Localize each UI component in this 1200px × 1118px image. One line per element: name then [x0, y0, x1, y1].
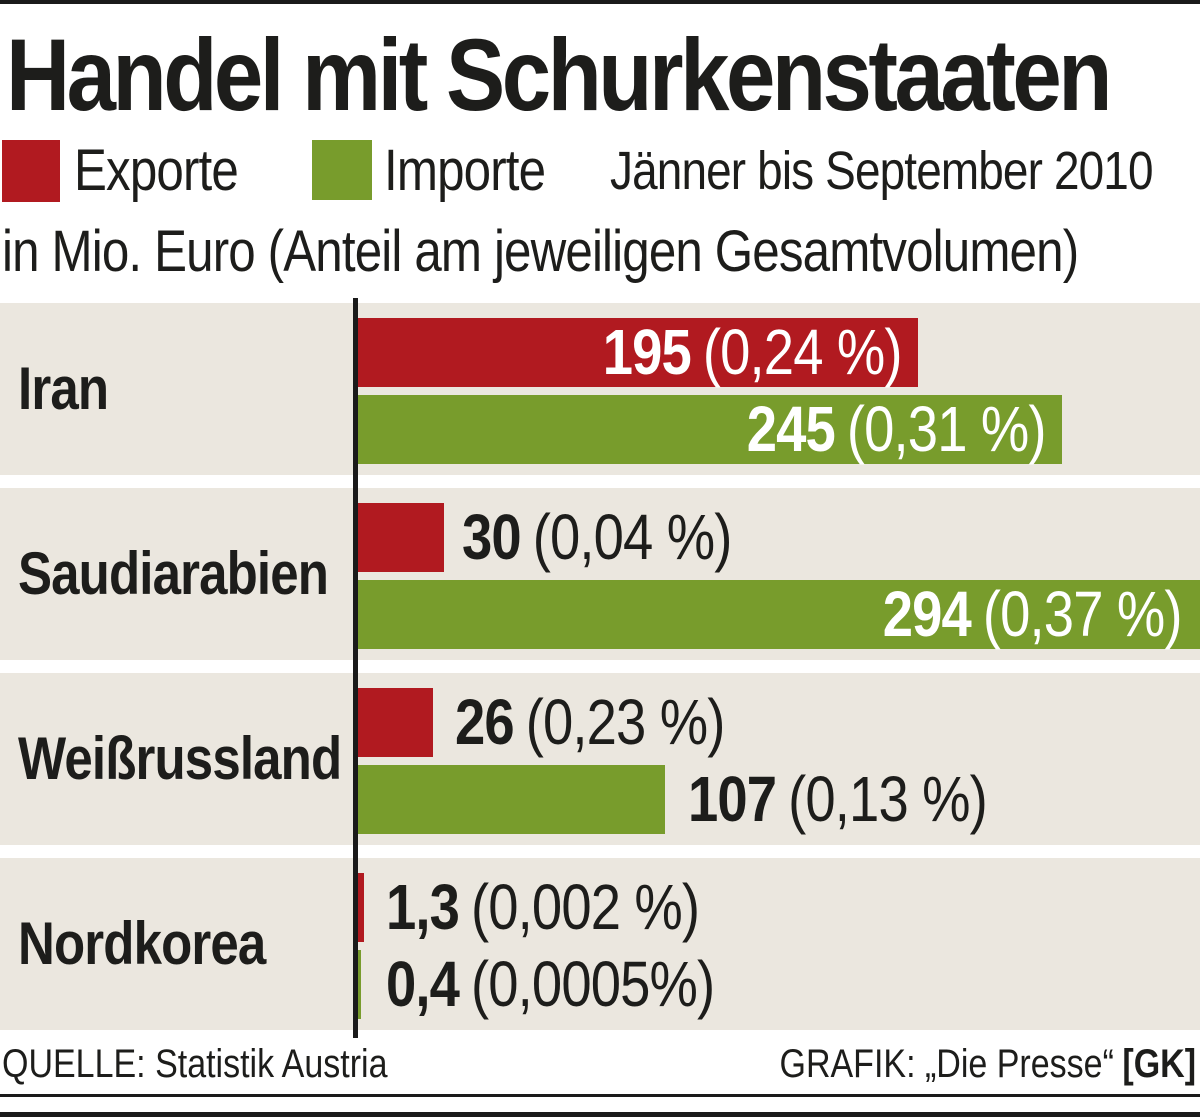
export-bar-saudiarabien: [358, 503, 444, 572]
export-bar-nordkorea: [358, 873, 364, 942]
import-bar-iran: [358, 395, 1062, 464]
import-value-nordkorea: 0,4 (0,0005%): [386, 948, 715, 1020]
export-value-number: 30: [462, 501, 522, 573]
import-bar-nordkorea: [358, 950, 361, 1019]
import-value-saudiarabien: 294 (0,37 %): [883, 578, 1183, 650]
export-value-share: (0,002 %): [470, 871, 700, 943]
category-label-weissrussland: Weißrussland: [18, 725, 342, 792]
category-label-iran: Iran: [18, 355, 109, 422]
chart-title: Handel mit Schurkenstaaten: [6, 18, 1112, 132]
legend-import-label: Importe: [384, 138, 546, 203]
footer-rule-thin: [0, 1094, 1200, 1097]
export-value-iran: 195 (0,24 %): [603, 316, 903, 388]
export-value-weissrussland: 26 (0,23 %): [455, 688, 725, 757]
import-value-weissrussland: 107 (0,13 %): [688, 763, 988, 835]
source-credit: QUELLE: Statistik Austria: [2, 1042, 388, 1086]
graphic-credit-text: GRAFIK: „Die Presse“: [779, 1042, 1114, 1086]
export-value-saudiarabien: 30 (0,04 %): [462, 503, 732, 572]
export-value-share: (0,23 %): [525, 686, 726, 758]
row-background-nordkorea: [0, 858, 1200, 1030]
legend-export-label: Exporte: [74, 138, 239, 203]
import-value-number: 0,4: [386, 948, 460, 1020]
import-value-number: 294: [883, 578, 972, 650]
import-bar-weissrussland: [358, 765, 665, 834]
import-value-number: 107: [688, 763, 777, 835]
export-value-share: (0,24 %): [703, 316, 903, 388]
import-value-number: 245: [747, 393, 836, 465]
axis-line: [353, 298, 358, 1038]
footer-rule-bottom: [0, 1112, 1200, 1117]
export-value-share: (0,04 %): [532, 501, 733, 573]
import-value-share: (0,13 %): [788, 763, 988, 835]
category-label-nordkorea: Nordkorea: [18, 910, 266, 977]
legend-period: Jänner bis September 2010: [610, 141, 1154, 201]
top-rule: [0, 0, 1200, 4]
category-label-saudiarabien: Saudiarabien: [18, 540, 329, 607]
export-value-nordkorea: 1,3 (0,002 %): [386, 871, 700, 943]
export-value-number: 1,3: [386, 871, 460, 943]
import-value-share: (0,0005%): [470, 948, 715, 1020]
import-bar-saudiarabien: [358, 580, 1200, 649]
legend-import-swatch: [312, 140, 372, 200]
legend-export-swatch: [2, 140, 60, 202]
export-value-number: 26: [455, 686, 515, 758]
import-value-share: (0,37 %): [983, 578, 1183, 650]
export-bar-iran: [358, 318, 918, 387]
import-value-share: (0,31 %): [847, 393, 1047, 465]
export-value-number: 195: [603, 316, 692, 388]
export-bar-weissrussland: [358, 688, 433, 757]
chart-subtitle: in Mio. Euro (Anteil am jeweiligen Gesam…: [2, 219, 1079, 284]
graphic-credit-tag: [GK]: [1122, 1042, 1196, 1086]
import-value-iran: 245 (0,31 %): [747, 393, 1047, 465]
graphic-credit: GRAFIK: „Die Presse“ [GK]: [779, 1042, 1196, 1086]
